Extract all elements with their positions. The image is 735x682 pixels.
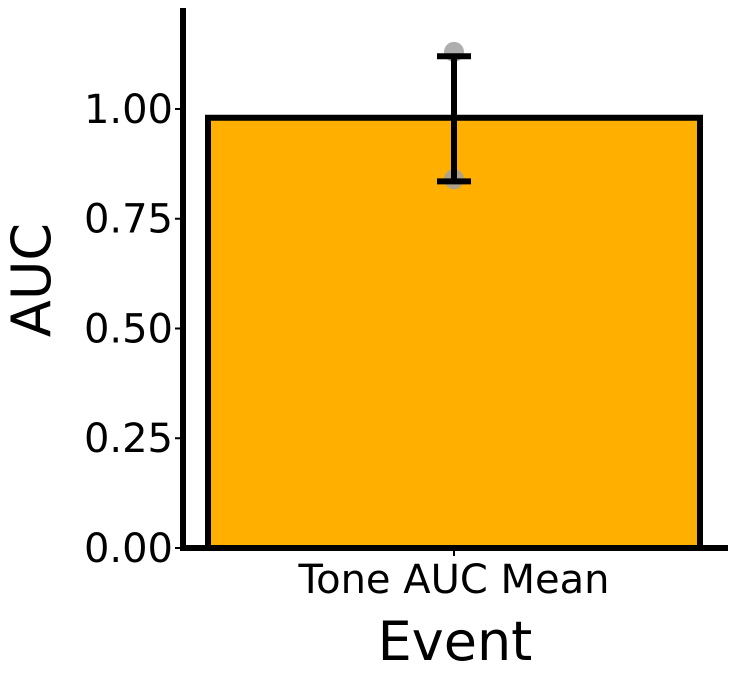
bars-layer [205,114,703,551]
y-tick-label-4: 1.00 [84,87,173,133]
y-axis-title: AUC [0,223,63,337]
y-tick-label-0: 0.00 [84,526,173,572]
y-tick-label-3: 0.75 [84,197,173,243]
x-axis-title: Event [378,610,533,673]
y-ticks: 0.00 0.25 0.50 0.75 1.00 [84,87,183,572]
y-tick-label-2: 0.50 [84,306,173,352]
x-tick-label-0: Tone AUC Mean [297,557,609,603]
y-tick-label-1: 0.25 [84,416,173,462]
errorbar-layer [437,53,471,185]
bar-0 [205,114,703,551]
x-ticks: Tone AUC Mean [297,548,610,603]
